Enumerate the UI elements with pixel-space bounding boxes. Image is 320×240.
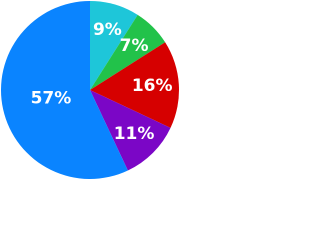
pie-slice [90, 42, 179, 128]
page: {"chart_data": {"type": "pie", "categori… [0, 0, 180, 180]
pie-slice [90, 90, 171, 171]
pie-slice [1, 1, 128, 179]
value-label: 9% [93, 20, 122, 40]
value-label: 16% [132, 76, 173, 96]
value-label: 57% [31, 89, 72, 109]
pie-slice [90, 1, 138, 90]
value-label: 7% [120, 36, 149, 56]
pie-slice [90, 14, 166, 91]
chart: 9%7% 16% 11% 57% [1, 1, 179, 179]
value-label: 11% [114, 124, 155, 144]
